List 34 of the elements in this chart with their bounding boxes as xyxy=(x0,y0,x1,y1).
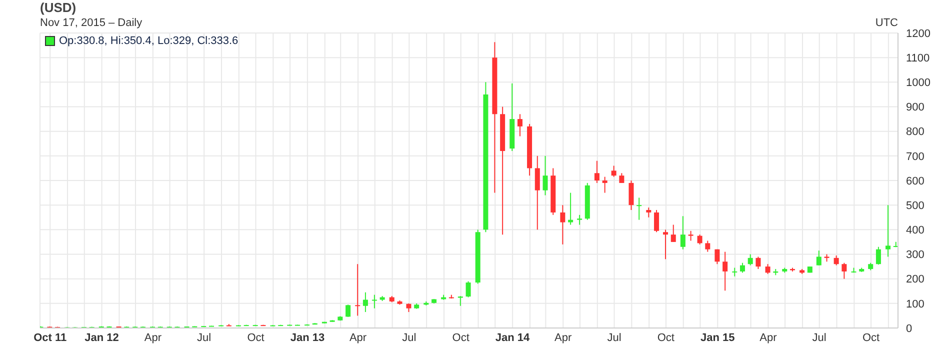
y-tick-label: 600 xyxy=(906,175,924,188)
y-tick-label: 400 xyxy=(906,224,924,237)
x-tick-label: Oct 11 xyxy=(34,332,67,344)
x-tick-label: Jan 13 xyxy=(290,332,325,344)
x-tick-label: Apr xyxy=(144,332,162,344)
x-tick-label: Oct xyxy=(862,332,880,344)
y-tick-label: 500 xyxy=(906,200,924,212)
x-tick-label: Jul xyxy=(402,332,416,344)
x-tick-label: Oct xyxy=(247,332,264,344)
x-tick-label: Jul xyxy=(197,332,212,344)
y-tick-label: 800 xyxy=(906,126,924,138)
x-tick-label: Oct xyxy=(657,332,675,344)
x-tick-label: Jul xyxy=(607,332,622,344)
y-tick-label: 1100 xyxy=(906,52,930,64)
y-tick-label: 900 xyxy=(906,102,924,114)
x-tick-label: Jan 12 xyxy=(84,332,119,344)
x-tick-label: Jan 15 xyxy=(700,332,735,344)
y-tick-label: 0 xyxy=(906,322,912,335)
y-tick-label: 1000 xyxy=(906,77,930,90)
x-tick-label: Apr xyxy=(760,332,778,344)
annotation: Op:330.8, Hi:350.4, Lo:329, Cl:333.6 xyxy=(59,35,238,47)
y-tick-label: 300 xyxy=(906,249,924,262)
x-tick-label: Apr xyxy=(349,332,367,344)
y-tick-label: 100 xyxy=(906,298,924,310)
x-tick-label: Jul xyxy=(812,332,826,344)
y-tick-label: 200 xyxy=(906,274,924,286)
chart-subtitle: Nov 17, 2015 – Daily xyxy=(40,17,142,29)
y-tick-label: 1200 xyxy=(906,28,930,40)
x-tick-label: Apr xyxy=(554,332,572,344)
x-tick-label: Oct xyxy=(452,332,470,344)
x-tick-label: Jan 14 xyxy=(495,332,531,344)
y-tick-label: 700 xyxy=(906,150,924,163)
text: UTC xyxy=(875,17,898,29)
chart-title: (USD) xyxy=(40,0,76,15)
